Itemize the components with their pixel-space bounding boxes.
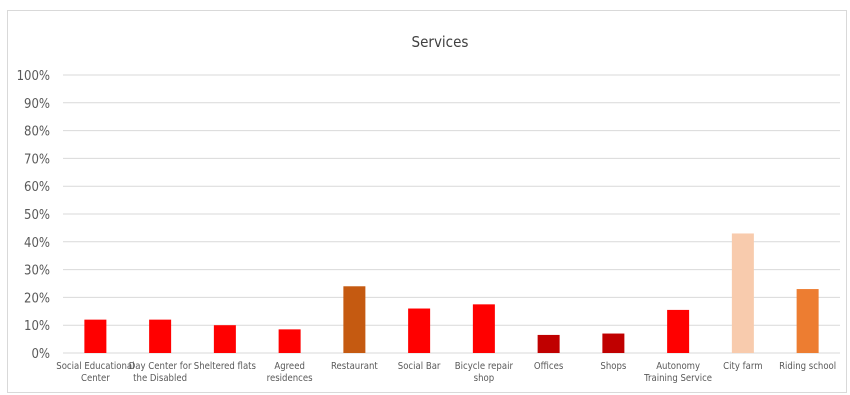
- services-bar-chart: Services 0% 10% 20% 30% 40% 50% 60% 70% 80% 90% 10…: [17, 33, 840, 384]
- bar: [667, 309, 690, 353]
- y-tick-label: 60%: [24, 180, 50, 195]
- x-tick-label: Center: [81, 373, 110, 384]
- y-axis-ticks: 0% 10% 20% 30% 40% 50% 60% 70% 80% 90% 100%: [17, 69, 50, 362]
- x-tick-label: Agreed: [274, 361, 305, 372]
- y-tick-label: 70%: [24, 152, 50, 167]
- bar: [537, 334, 560, 353]
- bar: [278, 329, 301, 353]
- x-tick-label: Restaurant: [331, 361, 378, 372]
- y-tick-label: 80%: [24, 125, 50, 140]
- y-tick-label: 10%: [24, 319, 50, 334]
- x-tick-label: residences: [267, 373, 313, 384]
- bar: [213, 325, 236, 353]
- x-tick-label: Bicycle repair: [455, 361, 514, 372]
- y-tick-label: 100%: [17, 69, 50, 84]
- chart-title: Services: [412, 33, 469, 51]
- x-tick-label: Autonomy: [656, 361, 700, 372]
- bars: [84, 233, 819, 353]
- bar: [731, 233, 754, 353]
- x-tick-label: Sheltered flats: [194, 361, 257, 372]
- x-tick-label: City farm: [723, 361, 762, 372]
- y-tick-label: 50%: [24, 208, 50, 223]
- x-tick-label: Offices: [534, 361, 564, 372]
- y-tick-label: 30%: [24, 264, 50, 279]
- bar: [472, 304, 495, 353]
- bar: [408, 308, 431, 353]
- bar: [149, 319, 172, 353]
- y-tick-label: 40%: [24, 236, 50, 251]
- x-tick-label: the Disabled: [133, 373, 187, 384]
- y-tick-label: 90%: [24, 97, 50, 112]
- x-tick-label: Training Service: [643, 373, 712, 384]
- bar: [602, 333, 625, 353]
- bar: [84, 319, 107, 353]
- bar: [343, 286, 366, 353]
- x-tick-label: Shops: [600, 361, 627, 372]
- y-tick-label: 20%: [24, 291, 50, 306]
- y-tick-label: 0%: [31, 347, 50, 362]
- x-tick-label: Day Center for: [129, 361, 192, 372]
- x-tick-label: Riding school: [779, 361, 836, 372]
- x-tick-label: shop: [474, 373, 495, 384]
- x-tick-label: Social Educational: [56, 361, 134, 372]
- bar: [796, 289, 819, 353]
- x-tick-label: Social Bar: [398, 361, 441, 372]
- chart-frame: Services 0% 10% 20% 30% 40% 50% 60% 70% 80% 90% 10…: [7, 10, 847, 393]
- gridlines: [63, 74, 840, 354]
